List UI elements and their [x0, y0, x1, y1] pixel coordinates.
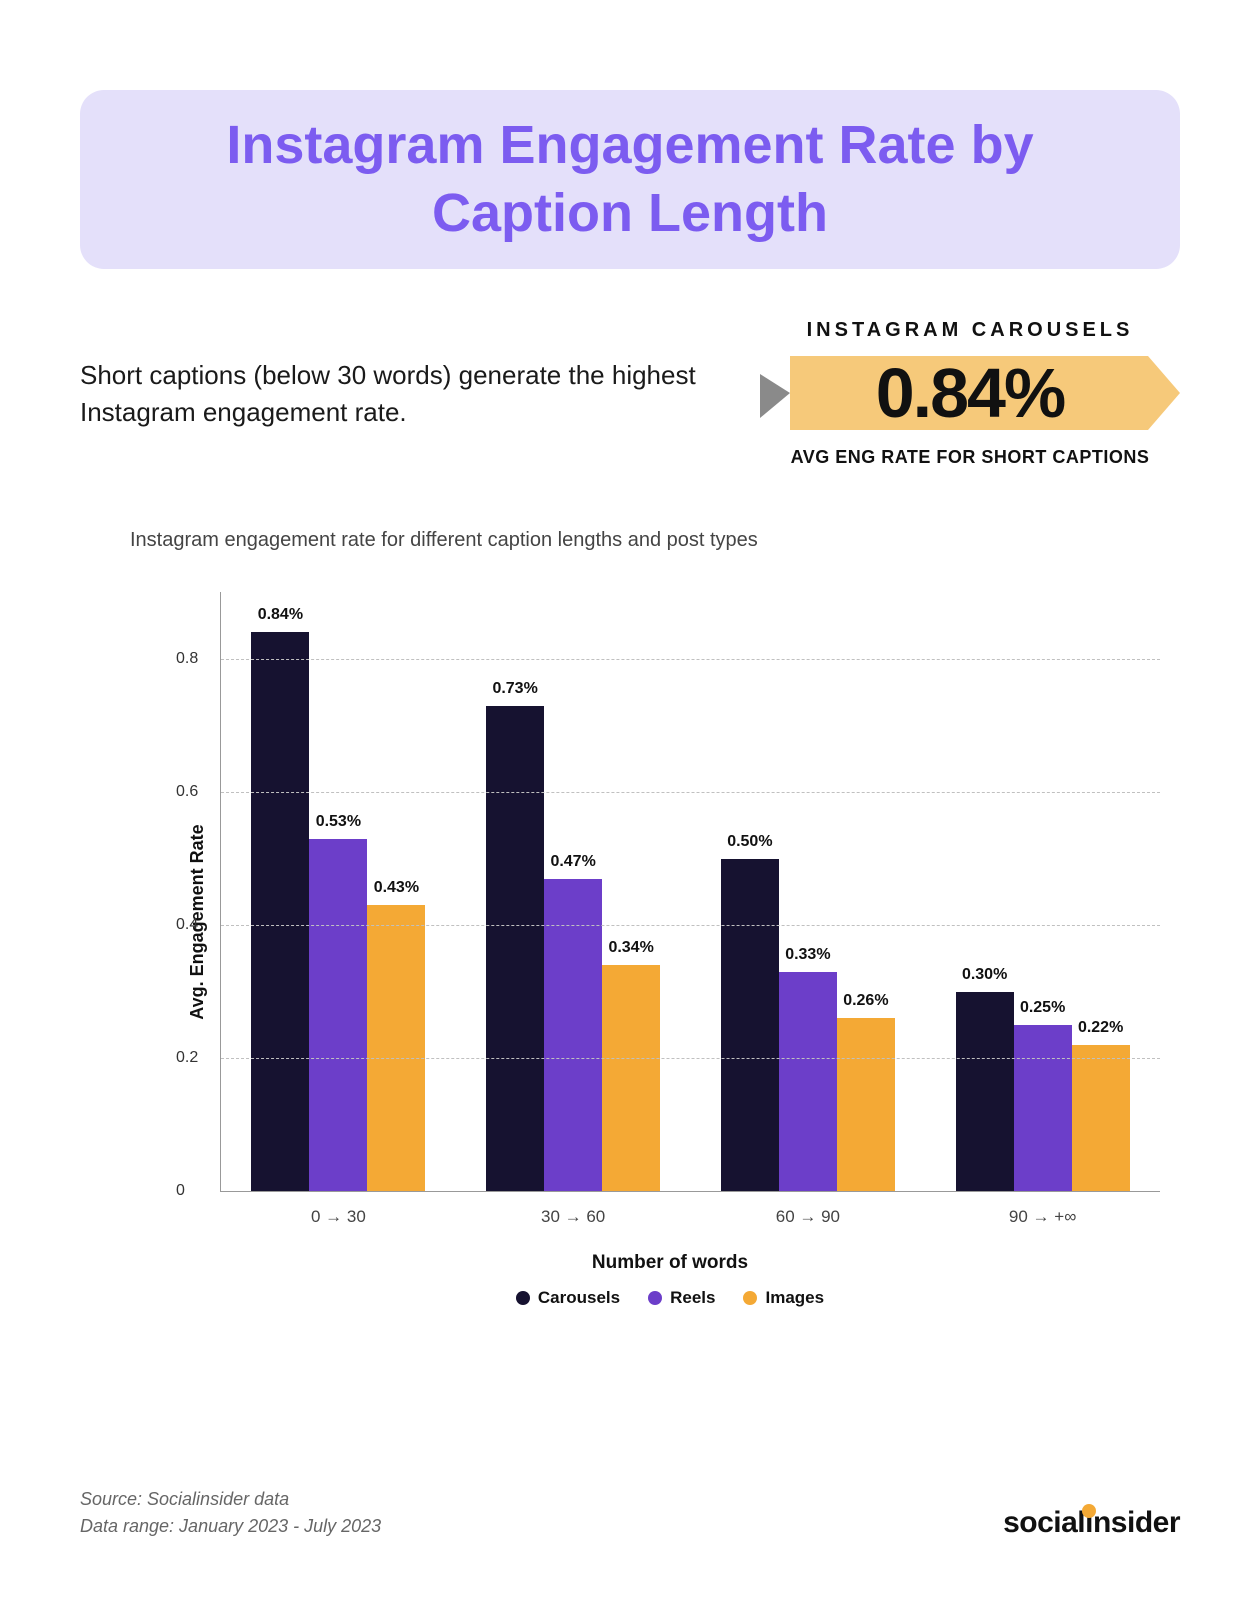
bar: 0.30%	[956, 992, 1014, 1192]
bar-value-label: 0.25%	[1020, 999, 1065, 1017]
bar-value-label: 0.34%	[608, 939, 653, 957]
callout-subtext: AVG ENG RATE FOR SHORT CAPTIONS	[760, 446, 1180, 469]
bar-group: 0.73%0.47%0.34%30 → 60	[456, 592, 691, 1191]
subtitle-text: Short captions (below 30 words) generate…	[80, 357, 730, 432]
source-text: Source: Socialinsider data Data range: J…	[80, 1486, 381, 1540]
legend-swatch-icon	[743, 1291, 757, 1305]
y-tick-label: 0.2	[176, 1049, 198, 1067]
legend-swatch-icon	[648, 1291, 662, 1305]
bar: 0.34%	[602, 965, 660, 1191]
gridline	[221, 925, 1160, 926]
bar-cluster: 0.73% 0.47% 0.34%	[456, 592, 691, 1191]
gridline	[221, 792, 1160, 793]
y-tick-label: 0.8	[176, 650, 198, 668]
bar-cluster: 0.84%0.53%0.43%	[221, 592, 456, 1191]
bar-groups: 0.84%0.53%0.43%0 → 300.73%0.47%0.34%30 →…	[221, 592, 1160, 1191]
x-tick-label: 60 → 90	[691, 1191, 926, 1227]
bar-group: 0.30%0.25%0.22%90 → +∞	[925, 592, 1160, 1191]
y-tick-label: 0.4	[176, 916, 198, 934]
bar-value-label: 0.47%	[550, 853, 595, 871]
x-tick-label: 90 → +∞	[925, 1191, 1160, 1227]
bar: 0.73%	[486, 706, 544, 1192]
legend-label: Images	[765, 1288, 824, 1308]
bar-group: 0.50%0.33%0.26%60 → 90	[691, 592, 926, 1191]
bar: 0.43%	[367, 905, 425, 1191]
bar-group: 0.84%0.53%0.43%0 → 30	[221, 592, 456, 1191]
title-banner: Instagram Engagement Rate by Caption Len…	[80, 90, 1180, 269]
bar-chart: Avg. Engagement Rate 0.84%0.53%0.43%0 → …	[160, 592, 1160, 1252]
x-tick-label: 0 → 30	[221, 1191, 456, 1227]
bar: 0.84%	[251, 632, 309, 1191]
legend-swatch-icon	[516, 1291, 530, 1305]
bar-cluster: 0.50%0.33%0.26%	[691, 592, 926, 1191]
bar-value-label: 0.43%	[374, 879, 419, 897]
socialinsider-logo: socialinsider	[1003, 1506, 1180, 1540]
legend-label: Reels	[670, 1288, 715, 1308]
bar-value-label: 0.84%	[258, 606, 303, 624]
bar: 0.25%	[1014, 1025, 1072, 1191]
plot-area: 0.84%0.53%0.43%0 → 300.73%0.47%0.34%30 →…	[220, 592, 1160, 1192]
bar-value-label: 0.53%	[316, 813, 361, 831]
bar-value-label: 0.50%	[727, 833, 772, 851]
bar-value-label: 0.33%	[785, 946, 830, 964]
bar-cluster: 0.30%0.25%0.22%	[925, 592, 1160, 1191]
y-tick-label: 0.6	[176, 783, 198, 801]
footer: Source: Socialinsider data Data range: J…	[80, 1486, 1180, 1540]
bar: 0.33%	[779, 972, 837, 1192]
bar-value-label: 0.22%	[1078, 1019, 1123, 1037]
source-line-2: Data range: January 2023 - July 2023	[80, 1516, 381, 1536]
legend-label: Carousels	[538, 1288, 620, 1308]
x-tick-label: 30 → 60	[456, 1191, 691, 1227]
logo-i-dot-icon: i	[1085, 1506, 1093, 1539]
legend-item: Images	[743, 1288, 824, 1308]
callout-arrow-banner: 0.84%	[760, 348, 1180, 438]
legend-item: Reels	[648, 1288, 715, 1308]
page-title: Instagram Engagement Rate by Caption Len…	[120, 112, 1140, 247]
x-axis-label: Number of words	[160, 1252, 1180, 1274]
y-tick-label: 0	[176, 1182, 185, 1200]
gridline	[221, 659, 1160, 660]
bar: 0.50%	[721, 859, 779, 1192]
bar-value-label: 0.26%	[843, 992, 888, 1010]
callout-value: 0.84%	[760, 348, 1180, 438]
stat-callout: INSTAGRAM CAROUSELS 0.84% AVG ENG RATE F…	[760, 319, 1180, 469]
bar: 0.22%	[1072, 1045, 1130, 1191]
bar-value-label: 0.73%	[492, 680, 537, 698]
source-line-1: Source: Socialinsider data	[80, 1489, 289, 1509]
chart-title: Instagram engagement rate for different …	[130, 529, 1180, 552]
bar-value-label: 0.30%	[962, 966, 1007, 984]
summary-row: Short captions (below 30 words) generate…	[80, 319, 1180, 469]
bar: 0.26%	[837, 1018, 895, 1191]
bar: 0.53%	[309, 839, 367, 1192]
callout-heading: INSTAGRAM CAROUSELS	[760, 319, 1180, 342]
legend-item: Carousels	[516, 1288, 620, 1308]
chart-legend: Carousels Reels Images	[160, 1288, 1180, 1308]
gridline	[221, 1058, 1160, 1059]
